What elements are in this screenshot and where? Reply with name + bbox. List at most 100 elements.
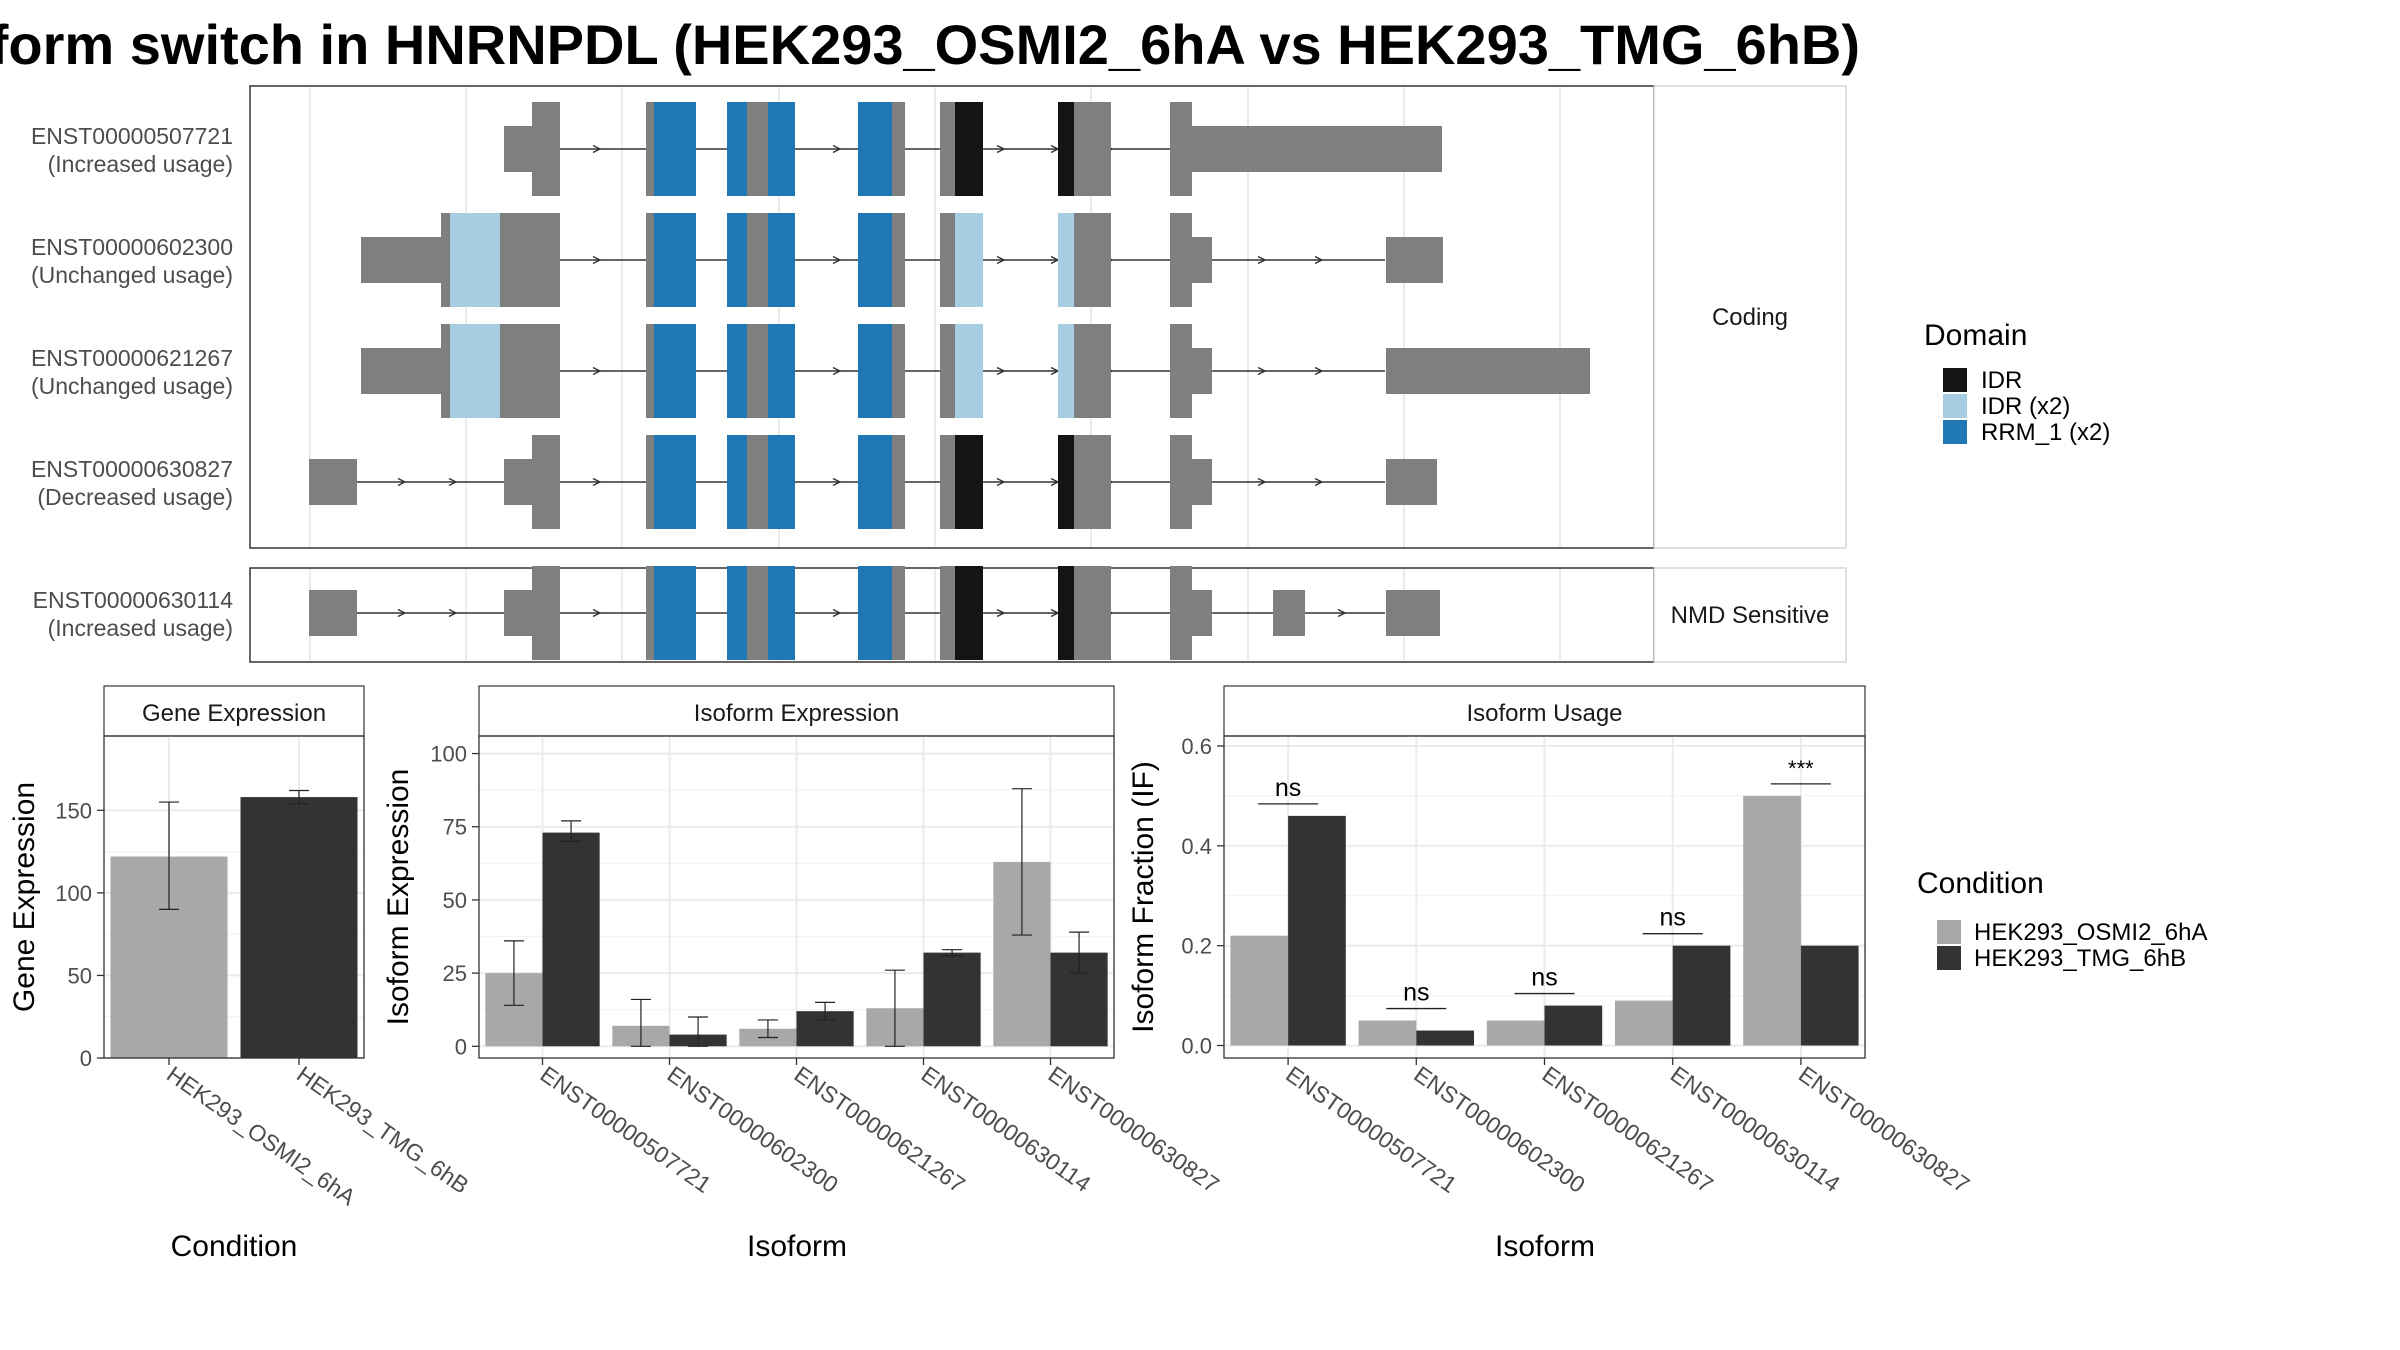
facet-strip-title: Isoform Usage (1466, 700, 1622, 727)
y-tick-label: 0.2 (1181, 934, 1212, 959)
coding-exon (1074, 213, 1111, 307)
panel-border (103, 735, 365, 1059)
transcript-usage-label: (Increased usage) (48, 151, 233, 177)
condition-legend-label: HEK293_TMG_6hB (1974, 945, 2186, 972)
coding-exon (940, 213, 955, 307)
transcript-usage-label: (Unchanged usage) (31, 373, 233, 399)
direction-arrow (397, 608, 407, 618)
domain-segment (1058, 566, 1074, 660)
domain-segment (727, 102, 747, 196)
coding-exon (892, 566, 905, 660)
domain-legend-key (1943, 368, 1967, 392)
error-bar (561, 820, 582, 842)
structure-panel-nmd: NMD Sensitive (249, 566, 1847, 663)
coding-exon (441, 324, 450, 418)
direction-arrow (1337, 608, 1347, 618)
significance-label: ns (1531, 964, 1557, 992)
utr-exon (1386, 237, 1443, 283)
domain-segment (768, 102, 795, 196)
direction-arrow (1257, 477, 1267, 487)
utr-exon (1273, 590, 1305, 636)
error-bar (942, 949, 963, 957)
utr-exon (504, 126, 532, 172)
transcript-structure-ENST00000630114 (309, 566, 1440, 660)
transcript-usage-label: (Unchanged usage) (31, 262, 233, 288)
domain-segment (1058, 324, 1074, 418)
bar (1615, 1000, 1673, 1046)
domain-segment (450, 324, 500, 418)
error-bar (503, 940, 524, 1006)
y-tick-label: 0 (80, 1046, 92, 1071)
y-tick-label: 0 (455, 1034, 467, 1059)
transcript-labels: ENST00000507721(Increased usage) ENST0000… (31, 123, 233, 641)
direction-arrow (448, 608, 458, 618)
facet-strip (103, 685, 365, 737)
domain-segment (955, 324, 983, 418)
direction-arrow (592, 477, 602, 487)
y-axis-title: Isoform Fraction (IF) (1127, 761, 1160, 1033)
bar (1230, 935, 1289, 1046)
coding-exon (892, 213, 905, 307)
error-bar (757, 1019, 778, 1039)
transcript-usage-label: (Decreased usage) (37, 484, 233, 510)
error-bar (289, 789, 309, 805)
significance-label: ns (1275, 774, 1301, 802)
transcript-structure-ENST00000630827 (309, 435, 1437, 529)
utr-exon (504, 590, 532, 636)
utr-exon (1386, 348, 1590, 394)
utr-exon (1386, 459, 1437, 505)
error-bar (884, 969, 905, 1047)
utr-exon (504, 459, 532, 505)
domain-segment (768, 566, 795, 660)
coding-exon (1170, 566, 1192, 660)
utr-exon (309, 590, 357, 636)
domain-segment (768, 213, 795, 307)
domain-segment (955, 213, 983, 307)
direction-arrow (592, 608, 602, 618)
significance-label: ns (1659, 904, 1685, 932)
y-tick-label: 50 (68, 963, 92, 988)
figure-title-container: Isoform switch in HNRNPDL (HEK293_OSMI2_… (0, 10, 1860, 80)
x-axis-title: Isoform (1495, 1230, 1595, 1263)
domain-segment (858, 102, 892, 196)
transcript-id-label: ENST00000630114 (33, 587, 234, 613)
transcript-id-label: ENST00000507721 (31, 123, 233, 149)
coding-exon (1170, 102, 1192, 196)
error-bar (159, 801, 179, 910)
direction-arrow (832, 366, 842, 376)
coding-exon (441, 213, 450, 307)
transcript-structure-ENST00000507721 (504, 102, 1442, 196)
direction-arrow (1314, 255, 1324, 265)
direction-arrow (996, 144, 1006, 154)
coding-exon (646, 213, 654, 307)
bar (1743, 795, 1801, 1046)
structure-panel-coding: Coding (249, 85, 1847, 549)
x-axis-title: Isoform (747, 1230, 847, 1263)
domain-legend-title: Domain (1924, 319, 2027, 352)
facet-strip-title: Gene Expression (142, 700, 326, 727)
condition-legend-label: HEK293_OSMI2_6hA (1974, 919, 2207, 946)
bar (1486, 1020, 1545, 1046)
y-tick-label: 0.6 (1181, 734, 1212, 759)
strip-coding-label: Coding (1712, 304, 1788, 331)
direction-arrow (996, 477, 1006, 487)
bar (1358, 1020, 1417, 1046)
bar (542, 832, 600, 1047)
domain-segment (1058, 213, 1074, 307)
transcript-id-label: ENST00000602300 (31, 234, 233, 260)
y-tick-label: 100 (430, 742, 467, 767)
strip-nmd-box (1653, 567, 1847, 663)
coding-exon (1074, 102, 1111, 196)
domain-segment (858, 566, 892, 660)
coding-exon (747, 435, 768, 529)
transcript-id-label: ENST00000630827 (31, 456, 233, 482)
error-bar (630, 998, 651, 1047)
coding-exon (1170, 435, 1192, 529)
direction-arrow (592, 255, 602, 265)
condition-legend-key (1937, 946, 1961, 970)
domain-segment (858, 213, 892, 307)
y-axis-title: Gene Expression (8, 782, 41, 1012)
domain-legend-key (1943, 394, 1967, 418)
